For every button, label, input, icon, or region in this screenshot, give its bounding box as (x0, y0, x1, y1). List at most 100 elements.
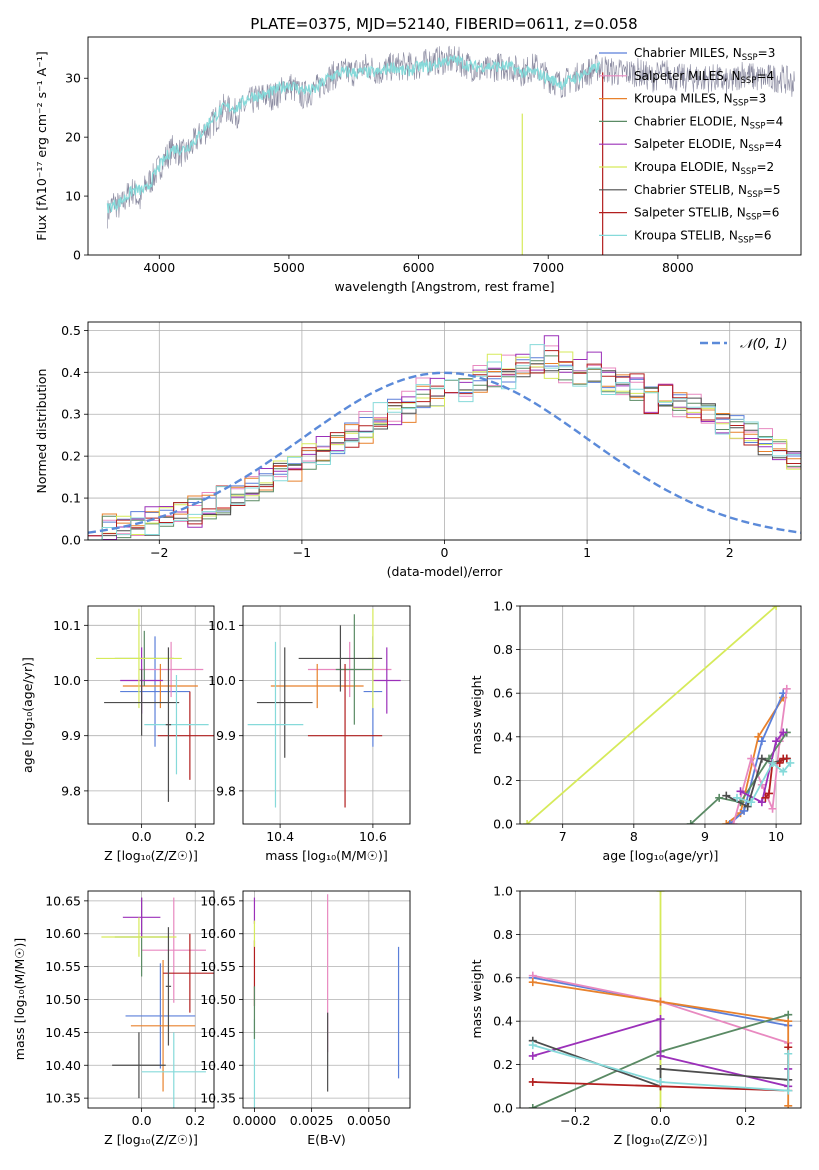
weight-line (526, 606, 777, 824)
chart-spectrum: 4000 5000 6000 7000 8000 0 10 20 30 wavelength [A… (34, 36, 802, 294)
y-tick-label: 10.40 (200, 1058, 236, 1073)
y-tick-label: 10.0 (53, 673, 81, 688)
weight-marker (768, 804, 777, 813)
weight-marker (782, 684, 791, 693)
weight-marker (747, 754, 756, 763)
x-tick-label: 0.0025 (290, 1113, 334, 1128)
weight-marker (784, 1049, 793, 1058)
y-tick-label: 10.60 (200, 926, 236, 941)
weight-marker (782, 754, 791, 763)
x-tick-label: 0.0 (651, 1113, 671, 1128)
y-axis-label: mass weight (469, 675, 484, 754)
y-axis-label: Normed distribution (34, 369, 49, 494)
y-tick-label: 10.45 (45, 1025, 81, 1040)
y-tick-label: 0.2 (493, 773, 513, 788)
axes-frame (242, 605, 411, 825)
chart-age-vs-mass: 10.4 10.6 9.8 9.9 10.0 10.1 mass [log₁₀(M/M☉)] (208, 605, 411, 863)
plot-area-mass-vs-Z (101, 897, 214, 1108)
weight-line (725, 697, 784, 824)
weight-marker (747, 798, 756, 807)
y-tick-label: 0.3 (61, 407, 81, 422)
x-axis-label: age [log₁₀(age/yr)] (603, 848, 719, 863)
y-tick-label: 0.8 (493, 927, 513, 942)
x-tick-label: −0.2 (560, 1113, 590, 1128)
x-tick-label: 0.0000 (233, 1113, 277, 1128)
y-axis-label: mass [log₁₀(M/M☉)] (12, 938, 27, 1060)
weight-marker (743, 802, 752, 811)
y-tick-label: 10.1 (53, 618, 81, 633)
x-axis-label: Z [log₁₀(Z/Z☉)] (614, 1132, 708, 1147)
weight-marker (528, 978, 537, 987)
weight-marker (729, 820, 738, 824)
y-axis-label: age [log₁₀(age/yr)] (20, 657, 35, 773)
chart-mass-vs-Z: 0.0 0.2 10.35 10.40 10.45 10.50 10.55 10.60 10.6… (12, 890, 215, 1147)
plot-area-residuals (88, 335, 801, 540)
x-tick-label: 0.2 (736, 1113, 756, 1128)
weight-marker (775, 758, 784, 767)
weight-marker (764, 789, 773, 798)
x-axis-label: E(B-V) (307, 1132, 346, 1147)
weight-marker (757, 754, 766, 763)
plot-area-mass-vs-ebv (253, 894, 400, 1108)
weight-marker (725, 820, 734, 824)
y-tick-label: 10.35 (200, 1091, 236, 1106)
y-tick-label: 9.9 (216, 728, 236, 743)
x-tick-label: 2 (726, 545, 734, 560)
weight-marker (757, 737, 766, 746)
weight-marker (784, 1101, 793, 1108)
x-tick-label: 10 (768, 829, 784, 844)
y-tick-label: 10.65 (200, 893, 236, 908)
legend-entry: Chabrier MILES, NSSP=3 (634, 46, 775, 63)
legend-entry: Salpeter STELIB, NSSP=6 (634, 206, 779, 223)
normal-curve (88, 371, 801, 534)
y-tick-label: 10.0 (208, 673, 236, 688)
x-axis-label: mass [log₁₀(M/M☉)] (265, 848, 387, 863)
legend-entry: 𝒩(0, 1) (740, 337, 787, 352)
y-tick-label: 9.9 (61, 728, 81, 743)
y-tick-label: 10.45 (200, 1025, 236, 1040)
x-tick-label: 5000 (273, 260, 305, 275)
x-tick-label: 0.2 (185, 829, 205, 844)
x-tick-label: 7000 (532, 260, 564, 275)
y-tick-label: 10.65 (45, 893, 81, 908)
y-tick-label: 0.4 (493, 1014, 513, 1029)
plot-area-age-vs-Z (96, 608, 214, 802)
weight-marker (732, 793, 741, 802)
histogram-step-line (88, 350, 801, 537)
y-tick-label: 0.8 (493, 642, 513, 657)
y-tick-label: 10.40 (45, 1058, 81, 1073)
weight-marker (786, 758, 795, 767)
x-tick-label: 0 (441, 545, 449, 560)
weight-marker (715, 793, 724, 802)
plot-area-age-vs-mass (247, 608, 401, 808)
axes-frame (87, 36, 802, 256)
legend-entry: Salpeter ELODIE, NSSP=4 (634, 137, 782, 154)
weight-marker (722, 791, 731, 800)
weight-marker (523, 820, 532, 824)
x-tick-label: 10.6 (359, 829, 387, 844)
y-tick-label: 10.55 (200, 959, 236, 974)
x-tick-label: 0.0050 (347, 1113, 391, 1128)
y-tick-label: 10.60 (45, 926, 81, 941)
axes-frame (87, 605, 215, 825)
chart-age-vs-Z: 0.0 0.2 9.8 9.9 10.0 10.1 Z [log₁₀(Z/Z☉)] age [… (20, 605, 215, 863)
weight-marker (757, 798, 766, 807)
y-tick-label: 0 (73, 248, 81, 263)
weight-marker (528, 1041, 537, 1050)
weight-marker (656, 891, 665, 895)
y-tick-label: 0.5 (61, 323, 81, 338)
chart-mass-vs-ebv: 0.0000 0.0025 0.0050 10.35 10.40 10.45 10.50 10… (200, 890, 411, 1147)
weight-line (729, 692, 785, 824)
weight-marker (656, 997, 665, 1006)
y-tick-label: 10.55 (45, 959, 81, 974)
chart-weight-vs-age: 7 8 9 10 0.0 0.2 0.4 0.6 0.8 1.0 age [log₁₀(age/yr… (469, 599, 802, 863)
x-tick-label: −1 (293, 545, 311, 560)
axes-frame (519, 890, 802, 1109)
x-tick-label: 8000 (662, 260, 694, 275)
plot-area-weight-vs-age (523, 606, 795, 824)
x-tick-label: 6000 (403, 260, 435, 275)
y-tick-label: 0.2 (493, 1057, 513, 1072)
legend-entry: Salpeter MILES, NSSP=4 (634, 69, 774, 86)
legend-entry: Chabrier STELIB, NSSP=5 (634, 183, 781, 200)
y-tick-label: 30 (65, 71, 81, 86)
